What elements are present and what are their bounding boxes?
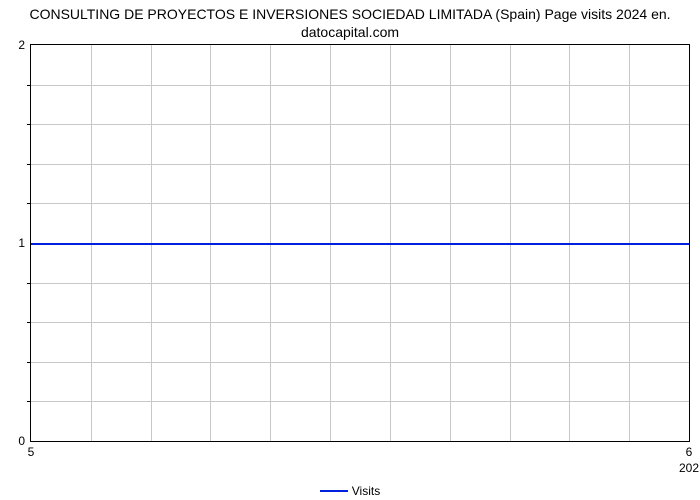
gridline-h bbox=[31, 283, 689, 284]
gridline-h bbox=[31, 322, 689, 323]
gridline-h bbox=[31, 85, 689, 86]
y-minor-tick bbox=[27, 362, 31, 363]
legend: Visits bbox=[0, 483, 700, 498]
y-minor-tick bbox=[27, 124, 31, 125]
y-minor-tick bbox=[27, 322, 31, 323]
y-tick-label: 1 bbox=[18, 236, 25, 250]
title-line1: CONSULTING DE PROYECTOS E INVERSIONES SO… bbox=[29, 6, 670, 22]
y-tick-label: 0 bbox=[18, 434, 25, 448]
x-secondary-label: 202 bbox=[679, 461, 699, 475]
gridline-h bbox=[31, 203, 689, 204]
series-line bbox=[31, 243, 689, 245]
legend-swatch bbox=[320, 490, 348, 492]
gridline-h bbox=[31, 362, 689, 363]
x-tick-label: 5 bbox=[28, 445, 35, 459]
chart-container: CONSULTING DE PROYECTOS E INVERSIONES SO… bbox=[0, 0, 700, 500]
gridline-h bbox=[31, 124, 689, 125]
y-minor-tick bbox=[27, 401, 31, 402]
chart-title: CONSULTING DE PROYECTOS E INVERSIONES SO… bbox=[0, 5, 700, 41]
gridline-h bbox=[31, 164, 689, 165]
y-minor-tick bbox=[27, 203, 31, 204]
title-line2: datocapital.com bbox=[301, 24, 399, 40]
plot-area: 01256202 bbox=[30, 44, 690, 442]
gridline-h bbox=[31, 401, 689, 402]
y-tick-label: 2 bbox=[18, 38, 25, 52]
x-tick-label: 6 bbox=[686, 445, 693, 459]
y-minor-tick bbox=[27, 164, 31, 165]
y-minor-tick bbox=[27, 85, 31, 86]
legend-label: Visits bbox=[352, 484, 380, 498]
y-minor-tick bbox=[27, 283, 31, 284]
